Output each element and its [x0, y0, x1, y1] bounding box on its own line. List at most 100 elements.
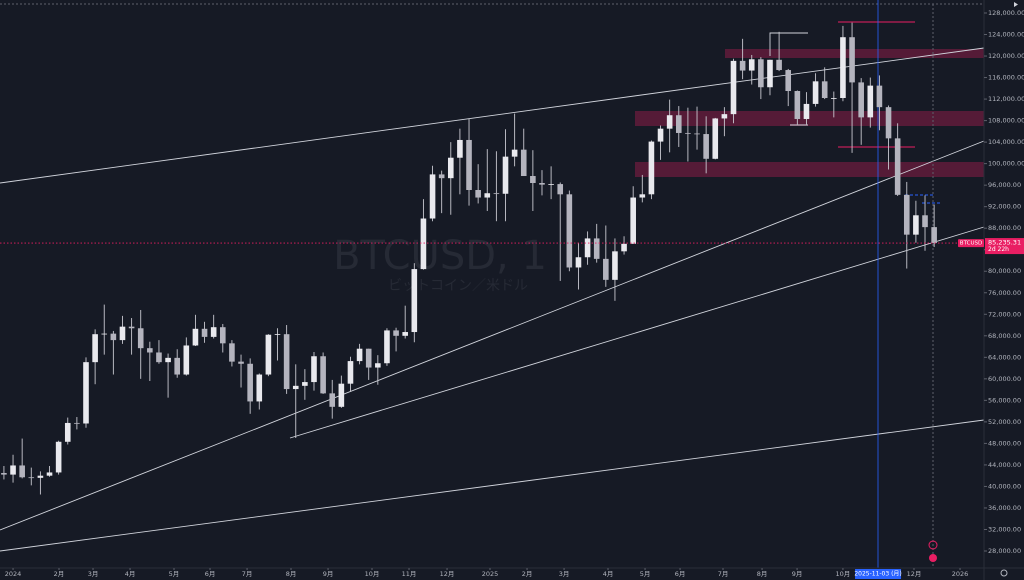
- candle-body: [229, 343, 235, 362]
- y-tick-label: 40,000.00: [988, 482, 1021, 490]
- candle-body: [292, 385, 299, 390]
- x-tick-label: 3月: [559, 570, 570, 578]
- candle-body: [365, 348, 372, 368]
- candle-body: [520, 149, 527, 177]
- candle-body: [657, 128, 664, 142]
- y-tick-label: 56,000.00: [988, 396, 1021, 404]
- candle-body: [821, 81, 828, 99]
- candle-body: [192, 328, 199, 346]
- trendline: [0, 47, 985, 184]
- candle-body: [584, 238, 591, 258]
- candle-body: [666, 115, 673, 129]
- candle-body: [402, 332, 408, 336]
- zone: [635, 111, 984, 126]
- x-tick-label: 4月: [603, 570, 614, 578]
- candle-body: [876, 85, 883, 108]
- candle-body: [803, 103, 810, 119]
- x-tick-label: 6月: [675, 570, 686, 578]
- candle-body: [10, 465, 16, 475]
- settings-button[interactable]: [1000, 569, 1008, 577]
- x-tick-label: 12月: [907, 570, 922, 578]
- y-tick-label: 120,000.00: [988, 52, 1024, 60]
- candle-body: [712, 118, 719, 159]
- candle-body: [219, 327, 226, 344]
- scroll-button[interactable]: [1014, 2, 1018, 7]
- candle-body: [37, 475, 44, 478]
- candle-body: [475, 190, 481, 198]
- candle-body: [885, 107, 892, 139]
- candle-body: [557, 184, 564, 195]
- candle-body: [612, 251, 618, 280]
- candle-body: [147, 348, 153, 353]
- candle-body: [19, 465, 25, 478]
- y-tick-label: 28,000.00: [988, 547, 1021, 555]
- price-tag: [985, 238, 1024, 255]
- candle-body: [931, 227, 937, 244]
- x-tick-label: 10月: [365, 570, 380, 578]
- x-tick-label: 2024: [5, 570, 22, 578]
- candle-body: [648, 141, 655, 195]
- candle-body: [210, 327, 217, 337]
- x-tick-label: 8月: [757, 570, 768, 578]
- plot: [1, 22, 937, 495]
- trendline: [0, 419, 985, 552]
- event-icon: [929, 554, 937, 562]
- y-tick-label: 72,000.00: [988, 310, 1021, 318]
- candle-body: [183, 345, 190, 375]
- candle-body: [748, 59, 755, 71]
- candle-body: [493, 193, 500, 195]
- candle-body: [201, 328, 208, 337]
- candle-body: [903, 194, 910, 235]
- candle-body: [119, 326, 126, 341]
- y-tick-label: 124,000.00: [988, 31, 1024, 39]
- candle-body: [83, 362, 89, 424]
- candle-body: [438, 174, 445, 179]
- y-tick-label: 48,000.00: [988, 439, 1021, 447]
- candle-body: [274, 334, 281, 335]
- candle-body: [347, 361, 354, 384]
- y-tick-label: 76,000.00: [988, 289, 1021, 297]
- candle-body: [320, 356, 326, 394]
- y-tick-label: 36,000.00: [988, 504, 1021, 512]
- x-tick-label: 5月: [640, 570, 651, 578]
- crosshair-date-label: 2025-11-03 (月): [854, 571, 901, 578]
- y-tick-label: 96,000.00: [988, 181, 1021, 189]
- candle-body: [247, 363, 253, 402]
- candle-body: [64, 422, 71, 442]
- candle-body: [894, 138, 901, 195]
- y-tick-label: 116,000.00: [988, 74, 1024, 82]
- candle-body: [265, 334, 272, 375]
- candle-body: [502, 156, 509, 194]
- candle-body: [840, 37, 846, 99]
- x-tick-label: 7月: [242, 570, 253, 578]
- x-tick-label: 9月: [323, 570, 334, 578]
- candle-body: [730, 60, 737, 115]
- y-tick-label: 108,000.00: [988, 117, 1024, 125]
- candle-body: [466, 139, 472, 191]
- candle-body: [621, 243, 627, 252]
- candle-body: [858, 82, 864, 118]
- candle-body: [685, 132, 691, 134]
- candle-body: [849, 37, 855, 83]
- x-tick-label: 6月: [205, 570, 216, 578]
- candle-body: [393, 330, 399, 336]
- y-tick-label: 64,000.00: [988, 353, 1021, 361]
- y-tick-label: 88,000.00: [988, 224, 1021, 232]
- y-tick-label: 44,000.00: [988, 461, 1021, 469]
- y-tick-label: 104,000.00: [988, 138, 1024, 146]
- candle-body: [831, 98, 837, 99]
- candle-body: [420, 218, 427, 270]
- x-tick-label: 2025: [482, 570, 499, 578]
- candle-body: [1, 472, 7, 475]
- candle-body: [174, 357, 180, 375]
- candle-body: [46, 472, 53, 476]
- candle-body: [74, 422, 80, 424]
- x-tick-label: 2026: [952, 570, 969, 578]
- candle-body: [484, 193, 491, 198]
- candle-body: [329, 393, 336, 407]
- candle-body: [411, 269, 418, 333]
- candle-body: [703, 134, 709, 159]
- watermark-subtitle: ビットコイン／米ドル: [388, 278, 528, 294]
- candle-body: [675, 115, 682, 133]
